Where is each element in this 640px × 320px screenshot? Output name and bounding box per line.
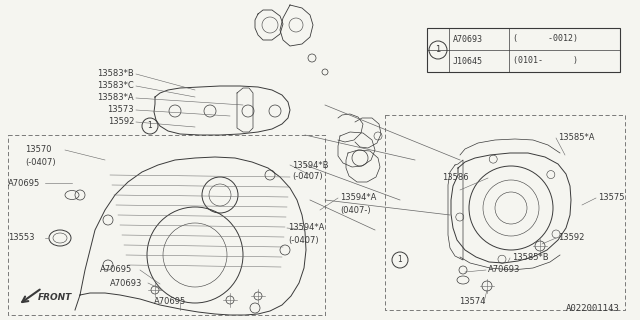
Text: A70695: A70695 xyxy=(100,266,132,275)
Text: A70695: A70695 xyxy=(8,179,40,188)
Text: 1: 1 xyxy=(435,45,440,54)
Text: 13583*B: 13583*B xyxy=(97,69,134,78)
Text: (0101-      ): (0101- ) xyxy=(513,57,578,66)
Text: 13585*A: 13585*A xyxy=(558,133,595,142)
Text: 13575: 13575 xyxy=(598,194,625,203)
Text: 13573: 13573 xyxy=(108,106,134,115)
Text: A70693: A70693 xyxy=(110,278,142,287)
Text: J10645: J10645 xyxy=(453,57,483,66)
Text: A70693: A70693 xyxy=(453,35,483,44)
Text: 13574: 13574 xyxy=(459,298,485,307)
Text: 13592: 13592 xyxy=(558,234,584,243)
Text: FRONT: FRONT xyxy=(38,293,72,302)
Text: A70693: A70693 xyxy=(488,266,520,275)
Text: (0407-): (0407-) xyxy=(340,205,371,214)
Text: 13585*B: 13585*B xyxy=(512,253,548,262)
Text: (      -0012): ( -0012) xyxy=(513,35,578,44)
Text: 13586: 13586 xyxy=(442,173,468,182)
Text: 1: 1 xyxy=(148,122,152,131)
Text: 13583*C: 13583*C xyxy=(97,82,134,91)
Text: 1: 1 xyxy=(397,255,403,265)
Text: 13592: 13592 xyxy=(108,117,134,126)
Text: A70695: A70695 xyxy=(154,298,186,307)
Text: 13594*A: 13594*A xyxy=(288,223,324,233)
Text: 13570: 13570 xyxy=(25,146,51,155)
Text: 13594*B: 13594*B xyxy=(292,161,328,170)
Bar xyxy=(427,28,620,72)
Text: 13594*A: 13594*A xyxy=(340,194,376,203)
Text: (-0407): (-0407) xyxy=(25,157,56,166)
Text: A022001143: A022001143 xyxy=(566,304,620,313)
Text: 13583*A: 13583*A xyxy=(97,93,134,102)
Text: (-0407): (-0407) xyxy=(288,236,319,244)
Text: (-0407): (-0407) xyxy=(292,172,323,181)
Text: 13553: 13553 xyxy=(8,234,35,243)
